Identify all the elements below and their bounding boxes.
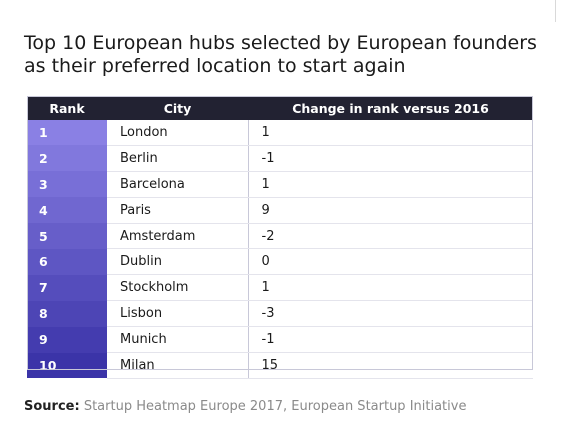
city-cell: Munich: [107, 326, 249, 354]
rank-cell: 5: [27, 223, 107, 249]
column-header-city: City: [107, 96, 248, 120]
city-cell: Lisbon: [107, 300, 249, 328]
rank-cell: 2: [27, 145, 107, 172]
change-cell: -1: [248, 326, 533, 354]
change-cell: 1: [248, 171, 533, 198]
change-cell: 9: [248, 197, 533, 224]
chart-title: Top 10 European hubs selected by Europea…: [24, 32, 537, 77]
change-cell: 0: [248, 248, 533, 276]
table-row: 3 Barcelona 1: [27, 171, 533, 198]
table-header-row: Rank City Change in rank versus 2016: [27, 96, 533, 120]
city-cell: Barcelona: [107, 171, 249, 198]
change-cell: 1: [248, 120, 533, 146]
change-cell: -1: [248, 145, 533, 172]
city-cell: Amsterdam: [107, 223, 249, 250]
rank-cell: 9: [27, 326, 107, 353]
city-cell: London: [107, 120, 249, 146]
rank-cell: 1: [27, 120, 107, 146]
rank-cell: 6: [27, 248, 107, 275]
source-text: Startup Heatmap Europe 2017, European St…: [83, 399, 467, 414]
change-cell: 15: [248, 352, 533, 379]
hubs-table: Rank City Change in rank versus 2016 1 Lo…: [27, 96, 533, 379]
table-body: 1 London 1 2 Berlin -1 3 Barcelona 1 4 Paris 9 5 Amst…: [27, 120, 533, 379]
column-header-change: Change in rank versus 2016: [248, 96, 533, 120]
change-cell: 1: [248, 274, 533, 302]
top-divider: [555, 0, 556, 22]
table-row: 4 Paris 9: [27, 197, 533, 224]
table-row: 10 Milan 15: [27, 352, 533, 379]
change-cell: -3: [248, 300, 533, 328]
rank-cell: 10: [27, 352, 107, 379]
rank-cell: 7: [27, 274, 107, 301]
city-cell: Stockholm: [107, 274, 249, 302]
table-row: 7 Stockholm 1: [27, 274, 533, 302]
source-label: Source:: [24, 399, 80, 414]
city-cell: Berlin: [107, 145, 249, 172]
column-header-rank: Rank: [27, 96, 107, 120]
table-frame: [27, 96, 533, 370]
city-cell: Paris: [107, 197, 249, 224]
rank-cell: 3: [27, 171, 107, 198]
city-cell: Dublin: [107, 248, 249, 276]
table-row: 9 Munich -1: [27, 326, 533, 354]
table-row: 2 Berlin -1: [27, 145, 533, 172]
table-row: 6 Dublin 0: [27, 248, 533, 276]
table-row: 5 Amsterdam -2: [27, 223, 533, 250]
table-row: 8 Lisbon -3: [27, 300, 533, 328]
change-cell: -2: [248, 223, 533, 250]
table-row: 1 London 1: [27, 120, 533, 146]
source-note: Source: Startup Heatmap Europe 2017, Eur…: [24, 399, 466, 414]
rank-cell: 8: [27, 300, 107, 327]
rank-cell: 4: [27, 197, 107, 224]
